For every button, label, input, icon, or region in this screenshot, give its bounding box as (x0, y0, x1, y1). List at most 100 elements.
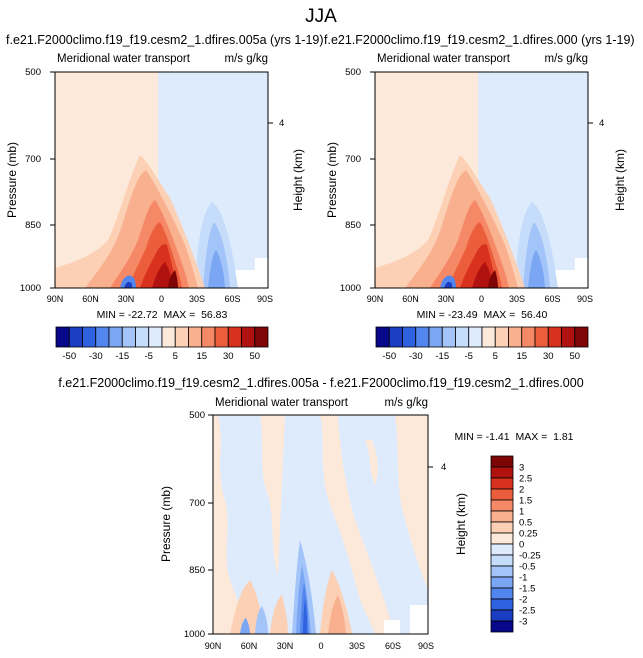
colorbar: -50 -30 -15 -5 5 15 30 50 (375, 326, 589, 362)
colorbar-swatch (415, 326, 430, 348)
right-tick-label: 4 (441, 462, 446, 473)
colorbar-label: 15 (516, 351, 527, 362)
colorbar-swatch (428, 326, 443, 348)
colorbar-vertical: 32.521.510.50.250-0.25-0.5-1-1.5-2-2.5-3 (490, 455, 541, 633)
panel-subtitle-right: m/s g/kg (545, 53, 588, 65)
y-tick-label: 500 (189, 410, 205, 421)
colorbar-swatch (490, 510, 514, 523)
y-tick-label: 1000 (184, 629, 205, 640)
y-tick-label: 850 (25, 220, 41, 231)
colorbar-label: -2 (519, 595, 527, 606)
colorbar-label: 0 (519, 540, 524, 551)
colorbar-swatch (441, 326, 456, 348)
colorbar-swatch (214, 326, 229, 348)
colorbar-swatch (490, 576, 514, 589)
colorbar-label: -50 (62, 351, 76, 362)
colorbar-swatch (490, 477, 514, 490)
y-tick-labels: 500 700 850 1000 (340, 67, 361, 294)
colorbar-label: 1 (519, 507, 524, 518)
panel-title: f.e21.F2000climo.f19_f19.cesm2_1.dfires.… (324, 33, 635, 47)
colorbar-label: -0.25 (519, 551, 541, 562)
colorbar-swatch (490, 587, 514, 600)
right-tick-label: 4 (599, 118, 604, 129)
colorbar-swatch (490, 466, 514, 479)
y-tick-label: 500 (345, 67, 361, 78)
colorbar-swatch (95, 326, 110, 348)
colorbar-swatch (174, 326, 189, 348)
x-tick-label: 90N (47, 294, 64, 304)
panel-difference: f.e21.F2000climo.f19_f19.cesm2_1.dfires.… (58, 376, 583, 651)
y-axis-label-right: Height (km) (291, 149, 305, 211)
x-tick-label: 60S (385, 641, 401, 651)
colorbar-swatch (574, 326, 589, 348)
panel-title: f.e21.F2000climo.f19_f19.cesm2_1.dfires.… (6, 33, 324, 47)
x-tick-label: 90S (577, 294, 593, 304)
y-axis-label: Pressure (mb) (325, 142, 339, 218)
x-tick-labels: 90N 60N 30N 0 30S 60S 90S (47, 294, 273, 304)
colorbar-swatch (508, 326, 523, 348)
x-tick-label: 30S (349, 641, 365, 651)
y-axis-label: Pressure (mb) (5, 142, 19, 218)
y-tick-label: 850 (345, 220, 361, 231)
colorbar-label: 1.5 (519, 496, 532, 507)
x-tick-label: 30N (118, 294, 135, 304)
panel-subtitle-left: Meridional water transport (57, 53, 191, 65)
panel-005a: f.e21.F2000climo.f19_f19.cesm2_1.dfires.… (5, 33, 324, 362)
y-tick-label: 700 (25, 154, 41, 165)
colorbar-swatch (82, 326, 97, 348)
colorbar-swatch (490, 499, 514, 512)
figure-title: JJA (305, 6, 337, 27)
y-axis-label-right: Height (km) (454, 493, 468, 555)
colorbar-swatch (227, 326, 242, 348)
y-tick-label: 700 (189, 498, 205, 509)
panel-title: f.e21.F2000climo.f19_f19.cesm2_1.dfires.… (58, 376, 583, 390)
colorbar-label: -30 (89, 351, 103, 362)
panel-000: f.e21.F2000climo.f19_f19.cesm2_1.dfires.… (324, 33, 635, 362)
colorbar-swatch (201, 326, 216, 348)
colorbar-label: -0.5 (519, 562, 535, 573)
x-tick-label: 60S (224, 294, 240, 304)
colorbar-swatch (241, 326, 256, 348)
colorbar-label: -50 (382, 351, 396, 362)
x-tick-label: 30N (438, 294, 455, 304)
x-tick-label: 90N (367, 294, 384, 304)
colorbar-label: 5 (493, 351, 498, 362)
colorbar-swatch (68, 326, 83, 348)
colorbar-label: 3 (519, 463, 524, 474)
colorbar-label: -5 (465, 351, 473, 362)
colorbar-swatch (121, 326, 136, 348)
colorbar-label: 2.5 (519, 474, 532, 485)
colorbar-label: 0.5 (519, 518, 532, 529)
colorbar-swatch (108, 326, 123, 348)
colorbar-label: 50 (249, 351, 260, 362)
colorbar-swatch (547, 326, 562, 348)
colorbar-swatch (468, 326, 483, 348)
colorbar-swatch (481, 326, 496, 348)
colorbar-label: -5 (145, 351, 153, 362)
y-axis-label-right: Height (km) (613, 149, 627, 211)
x-tick-label: 90S (257, 294, 273, 304)
colorbar-label: -1.5 (519, 584, 535, 595)
x-tick-label: 30S (509, 294, 525, 304)
colorbar-label: 0.25 (519, 529, 538, 540)
colorbar-label: -30 (409, 351, 423, 362)
right-tick-label: 4 (279, 118, 284, 129)
min-max-stats: MIN = -23.49 MAX = 56.40 (417, 309, 548, 321)
y-tick-label: 1000 (340, 283, 361, 294)
colorbar-swatch (490, 521, 514, 534)
colorbar-swatch (490, 532, 514, 545)
colorbar-swatch (490, 598, 514, 611)
x-tick-label: 0 (479, 294, 484, 304)
colorbar-label: -2.5 (519, 606, 535, 617)
colorbar-label: 2 (519, 485, 524, 496)
colorbar-swatch (135, 326, 150, 348)
colorbar-swatch (188, 326, 203, 348)
colorbar-label: 50 (569, 351, 580, 362)
colorbar-label: -1 (519, 573, 527, 584)
colorbar-swatch (490, 609, 514, 622)
y-tick-label: 700 (345, 154, 361, 165)
contour-field (213, 415, 428, 634)
colorbar-swatch (402, 326, 417, 348)
colorbar-label: -15 (435, 351, 449, 362)
colorbar-label: -15 (115, 351, 129, 362)
